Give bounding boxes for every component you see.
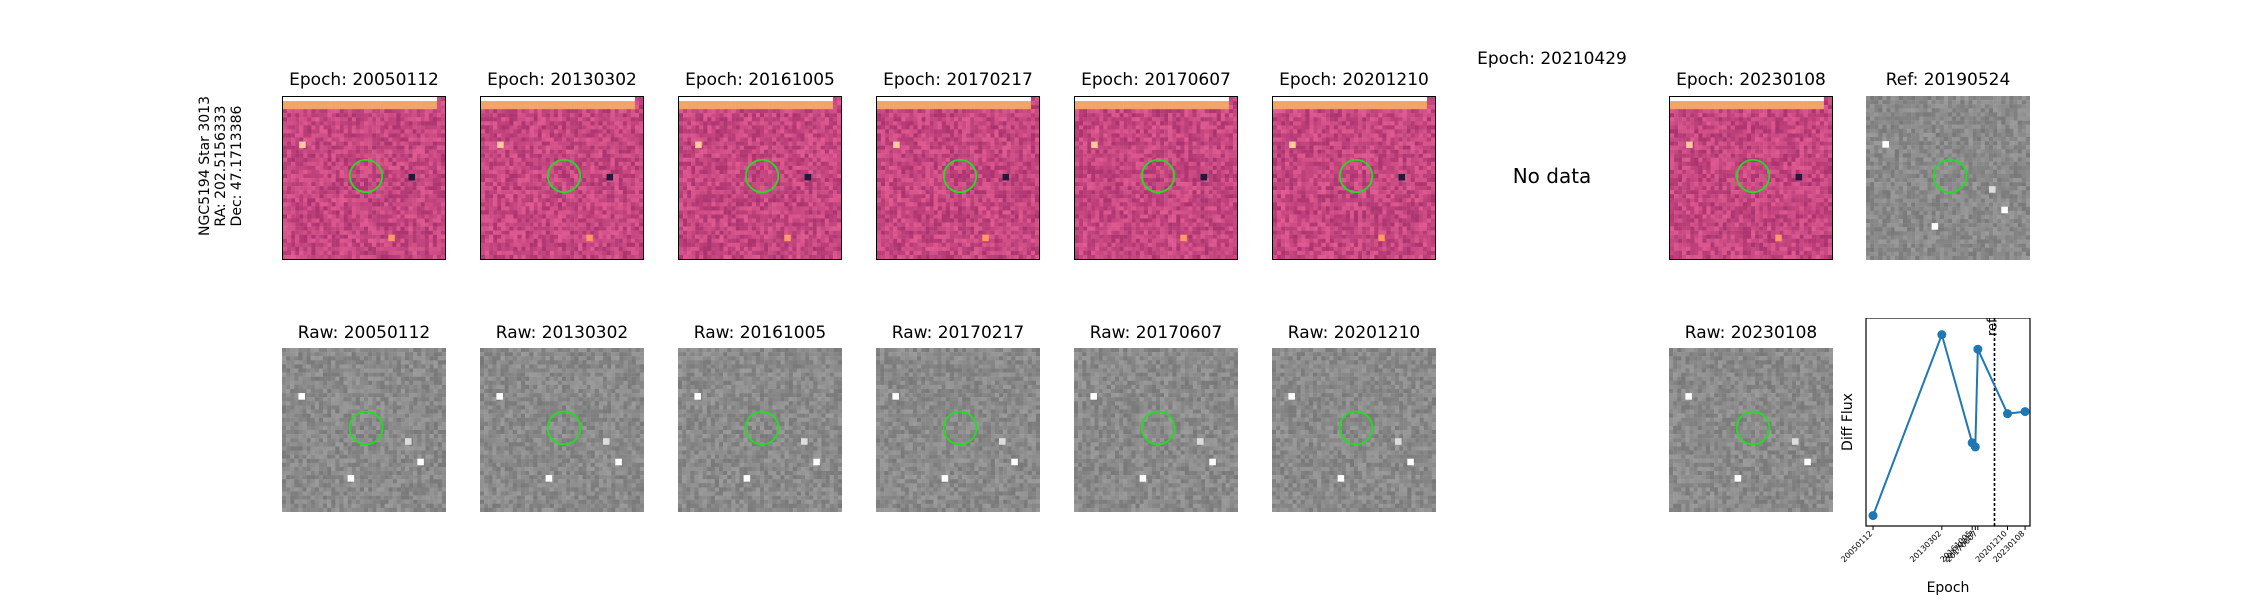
diff-image-3 [876, 96, 1040, 260]
diff-image-5 [1272, 96, 1436, 260]
series-line [1873, 335, 2025, 516]
raw-title-0: Raw: 20050112 [298, 323, 431, 343]
raw-image-3 [876, 348, 1040, 512]
x-tick-label: 20050112 [1840, 529, 1874, 564]
raw-title-5: Raw: 20201210 [1288, 323, 1421, 343]
panel-texture [283, 97, 445, 259]
no-data-label: No data [1513, 164, 1592, 188]
diff-image-1 [480, 96, 644, 260]
data-point [1869, 511, 1878, 520]
diff-title-1: Epoch: 20130302 [487, 70, 637, 90]
data-point [2003, 409, 2012, 418]
diff-title-2: Epoch: 20161005 [685, 70, 835, 90]
raw-title-2: Raw: 20161005 [694, 323, 827, 343]
diff-title-0: Epoch: 20050112 [289, 70, 439, 90]
panel-texture [1075, 97, 1237, 259]
panel-texture [481, 97, 643, 259]
star-name: NGC5194 Star 3013 [197, 96, 213, 236]
star-info: NGC5194 Star 3013 RA: 202.5156333 Dec: 4… [197, 96, 245, 236]
y-axis-label: Diff Flux [1840, 393, 1856, 451]
raw-title-1: Raw: 20130302 [496, 323, 629, 343]
raw-image-2 [678, 348, 842, 512]
raw-image-5 [1272, 348, 1436, 512]
chart-frame [1866, 318, 2030, 526]
panel-texture [1074, 348, 1238, 512]
data-point [1971, 442, 1980, 451]
data-point [2021, 407, 2030, 416]
x-axis-label: Epoch [1927, 580, 1970, 596]
diff-image-4 [1074, 96, 1238, 260]
panel-texture [679, 97, 841, 259]
star-ra: RA: 202.5156333 [213, 96, 229, 236]
diff-title-5: Epoch: 20201210 [1279, 70, 1429, 90]
ref-title: Ref: 20190524 [1886, 70, 2011, 90]
raw-image-4 [1074, 348, 1238, 512]
data-point [1973, 345, 1982, 354]
panel-texture [480, 348, 644, 512]
diff-title-3: Epoch: 20170217 [883, 70, 1033, 90]
raw-image-1 [480, 348, 644, 512]
panel-texture [678, 348, 842, 512]
panel-texture [876, 348, 1040, 512]
panel-texture [1670, 97, 1832, 259]
panel-texture [1669, 348, 1833, 512]
raw-image-6 [1669, 348, 1833, 512]
panel-texture [282, 348, 446, 512]
ref-image [1866, 96, 2030, 260]
x-tick-label: 20130302 [1908, 529, 1943, 564]
panel-texture [1272, 348, 1436, 512]
data-point [1937, 330, 1946, 339]
diff-title-4: Epoch: 20170607 [1081, 70, 1231, 90]
diff-image-0 [282, 96, 446, 260]
raw-title-4: Raw: 20170607 [1090, 323, 1223, 343]
raw-title-6: Raw: 20230108 [1685, 323, 1818, 343]
diff-title-6: Epoch: 20210429 [1477, 49, 1627, 69]
diff-image-7 [1669, 96, 1833, 260]
raw-image-0 [282, 348, 446, 512]
diff-image-2 [678, 96, 842, 260]
ref-line-label: ref [1985, 318, 2000, 336]
panel-texture [1273, 97, 1435, 259]
raw-title-3: Raw: 20170217 [892, 323, 1025, 343]
star-dec: Dec: 47.1713386 [229, 96, 245, 236]
diff-title-7: Epoch: 20230108 [1676, 70, 1826, 90]
panel-texture [1866, 96, 2030, 260]
panel-texture [877, 97, 1039, 259]
